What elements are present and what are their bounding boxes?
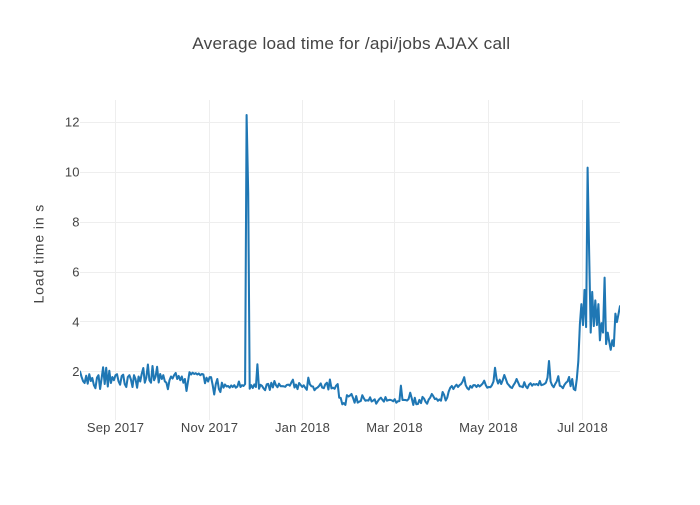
svg-text:2: 2 [72,364,79,379]
svg-text:Jan 2018: Jan 2018 [275,420,330,435]
svg-text:4: 4 [72,314,79,329]
svg-text:Jul 2018: Jul 2018 [557,420,608,435]
svg-text:May 2018: May 2018 [459,420,518,435]
svg-text:Mar 2018: Mar 2018 [366,420,423,435]
svg-text:10: 10 [65,165,80,180]
svg-text:12: 12 [65,115,80,130]
svg-text:6: 6 [72,264,79,279]
svg-text:Sep 2017: Sep 2017 [87,420,144,435]
svg-text:Load time in s: Load time in s [31,205,47,304]
svg-text:8: 8 [72,215,79,230]
svg-text:Nov 2017: Nov 2017 [181,420,238,435]
svg-text:Average load time for /api/job: Average load time for /api/jobs AJAX cal… [192,35,510,53]
